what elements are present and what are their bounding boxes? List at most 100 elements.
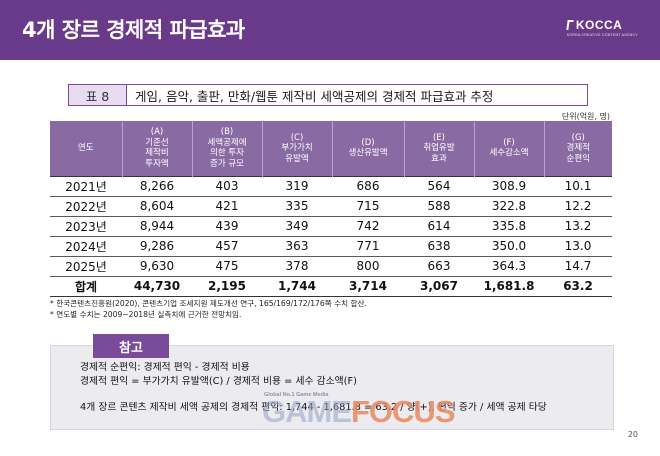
logo-subtitle: KOREA CREATIVE CONTENT AGENCY [566,33,638,37]
column-header-line: 부가가치 [281,143,313,153]
table-caption: 표 8 게임, 음악, 출판, 만화/웹툰 제작비 세액공제의 경제적 파급효과… [68,84,588,106]
value-cell: 638 [404,236,474,257]
value-cell: 322.8 [474,196,544,217]
column-header-line: 의한 투자 [210,148,244,159]
column-header-line: 기준선 [145,137,169,148]
column-header-line: 순편익 [566,153,590,164]
column-header-line: (E) [432,132,445,143]
reference-box [50,345,614,430]
column-header-line: (F) [503,137,515,148]
column-header-line: (B) [220,127,234,138]
value-cell: 9,286 [122,236,192,257]
year-cell: 2025년 [50,256,122,277]
footnote: * 한국콘텐츠진흥원(2020), 콘텐츠기업 조세지원 제도개선 연구, 16… [50,299,367,308]
kocca-logo: KOCCA KOREA CREATIVE CONTENT AGENCY [566,18,638,37]
economic-effect-table: 연도 (A) 기준선 제작비 투자액 (B) 세액공제에 의한 투자 증가 규모 (C) 부가가치 유… [50,121,612,297]
value-cell: 614 [404,216,474,237]
total-value-cell: 1,744 [262,276,332,297]
value-cell: 13.0 [544,236,612,257]
table-row: 2025년 9,630 475 378 800 663 364.3 14.7 [50,256,612,277]
logo-mark-icon [566,20,574,30]
table-header-row: 연도 (A) 기준선 제작비 투자액 (B) 세액공제에 의한 투자 증가 규모 (C) 부가가치 유… [50,121,612,176]
reference-line: 경제적 순편익: 경제적 편익 - 경제적 비용 [80,362,250,373]
column-header: (E) 취업유발 효과 [404,121,475,176]
total-row: 합계 44,730 2,195 1,744 3,714 3,067 1,681.8 63.2 [50,276,612,297]
reference-line: 4개 장르 콘텐츠 제작비 세액 공제의 경제적 편익: 1,744 - 1,6… [80,402,547,413]
total-value-cell: 1,681.8 [474,276,544,297]
value-cell: 14.7 [544,256,612,277]
value-cell: 349 [262,216,332,237]
total-value-cell: 3,714 [332,276,404,297]
footnotes: * 한국콘텐츠진흥원(2020), 콘텐츠기업 조세지원 제도개선 연구, 16… [50,298,367,320]
column-header-line: 생산유발액 [348,148,388,159]
total-value-cell: 2,195 [192,276,262,297]
year-cell: 2023년 [50,216,122,237]
value-cell: 457 [192,236,262,257]
column-header-line: 경제적 [566,143,590,153]
footnote: * 연도별 수치는 2009~2018년 실측치에 근거한 전망치임. [50,310,242,319]
value-cell: 439 [192,216,262,237]
total-value-cell: 63.2 [544,276,612,297]
unit-label: 단위(억원, 명) [561,112,610,121]
column-header: (G) 경제적 순편익 [544,121,612,176]
value-cell: 742 [332,216,404,237]
value-cell: 800 [332,256,404,277]
value-cell: 403 [192,175,262,197]
year-cell: 2022년 [50,196,122,217]
value-cell: 564 [404,175,474,197]
column-header-line: (D) [361,137,375,148]
value-cell: 335 [262,196,332,217]
column-header-line: 제작비 [145,148,169,159]
table-row: 2024년 9,286 457 363 771 638 350.0 13.0 [50,236,612,257]
value-cell: 588 [404,196,474,217]
table-row: 2021년 8,266 403 319 686 564 308.9 10.1 [50,175,612,197]
page-title: 4개 장르 경제적 파급효과 [22,18,245,42]
column-header-line: 세액공제에 [207,137,247,148]
column-header: (C) 부가가치 유발액 [262,121,333,176]
total-value-cell: 44,730 [122,276,192,297]
value-cell: 13.2 [544,216,612,237]
column-header-line: (A) [150,127,164,138]
value-cell: 8,266 [122,175,192,197]
table-row: 2023년 8,944 439 349 742 614 335.8 13.2 [50,216,612,237]
table-row: 2022년 8,604 421 335 715 588 322.8 12.2 [50,196,612,217]
column-header-line: 유발액 [285,153,309,164]
total-value-cell: 3,067 [404,276,474,297]
value-cell: 8,604 [122,196,192,217]
table-body: 2021년 8,266 403 319 686 564 308.9 10.1 2022년 8,60… [50,175,612,297]
column-header: (A) 기준선 제작비 투자액 [122,121,193,176]
value-cell: 421 [192,196,262,217]
column-header: 연도 [50,121,123,176]
value-cell: 663 [404,256,474,277]
column-header-line: (C) [290,132,304,143]
page-number: 20 [627,430,638,439]
value-cell: 12.2 [544,196,612,217]
reference-content: 경제적 순편익: 경제적 편익 - 경제적 비용 경제적 편익 = 부가가치 유… [80,361,547,415]
year-cell: 2024년 [50,236,122,257]
table-caption-text: 게임, 음악, 출판, 만화/웹툰 제작비 세액공제의 경제적 파급효과 추정 [135,88,494,104]
value-cell: 715 [332,196,404,217]
value-cell: 363 [262,236,332,257]
column-header-line: (G) [571,132,585,143]
value-cell: 319 [262,175,332,197]
logo-text: KOCCA [575,18,623,32]
value-cell: 475 [192,256,262,277]
value-cell: 686 [332,175,404,197]
value-cell: 364.3 [474,256,544,277]
column-header: (F) 세수감소액 [474,121,545,176]
value-cell: 335.8 [474,216,544,237]
value-cell: 378 [262,256,332,277]
reference-line: 경제적 편익 = 부가가치 유발액(C) / 경제적 비용 = 세수 감소액(F… [80,376,357,387]
value-cell: 10.1 [544,175,612,197]
value-cell: 9,630 [122,256,192,277]
column-header-line: 세수감소액 [489,148,529,159]
value-cell: 8,944 [122,216,192,237]
header-bar: 4개 장르 경제적 파급효과 KOCCA KOREA CREATIVE CONT… [0,0,660,60]
total-label-cell: 합계 [50,276,122,297]
value-cell: 308.9 [474,175,544,197]
year-cell: 2021년 [50,175,122,197]
column-header: (D) 생산유발액 [332,121,405,176]
table-number: 표 8 [69,85,127,105]
column-header-line: 효과 [431,153,447,164]
column-header-line: 증가 규모 [210,158,244,169]
